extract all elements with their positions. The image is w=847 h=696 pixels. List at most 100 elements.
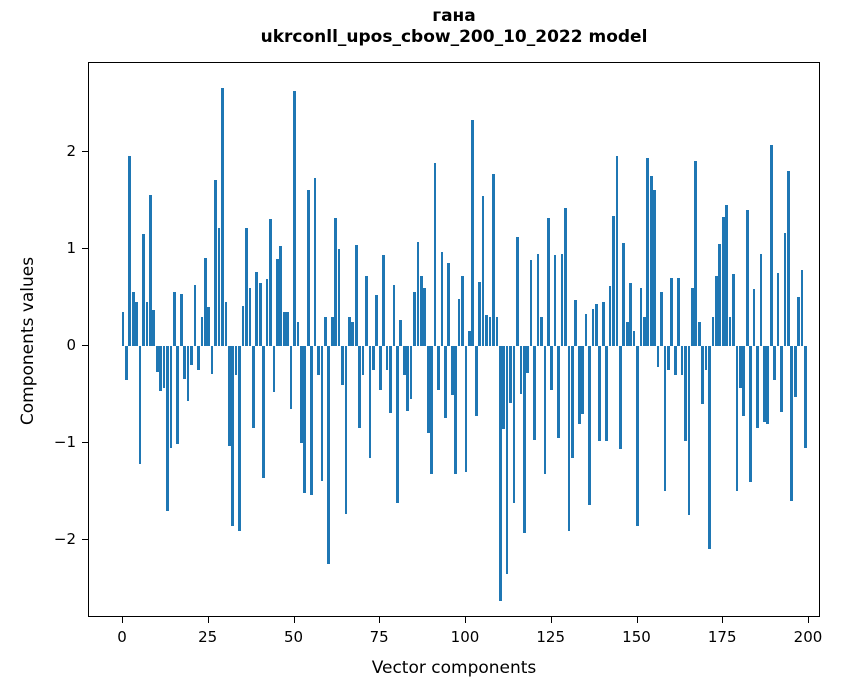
bar	[375, 295, 379, 346]
chart-title: гана ukrconll_upos_cbow_200_10_2022 mode…	[88, 6, 820, 49]
bar	[526, 345, 530, 374]
bar	[344, 345, 348, 514]
bar	[409, 345, 413, 400]
bar	[694, 161, 698, 346]
bar	[488, 316, 492, 346]
bar	[173, 292, 176, 346]
x-tick-label: 125	[536, 628, 566, 646]
bar	[457, 299, 461, 346]
bar	[564, 207, 567, 346]
bar	[718, 243, 722, 346]
bar	[190, 345, 193, 366]
bar	[454, 345, 458, 475]
bar	[145, 302, 149, 346]
bar	[361, 345, 365, 375]
bar	[440, 251, 444, 346]
bar	[769, 144, 773, 346]
bar	[735, 345, 739, 491]
bar	[509, 345, 512, 404]
y-tick-mark	[82, 344, 88, 346]
bar	[468, 331, 471, 346]
bar	[365, 275, 368, 346]
bar	[725, 204, 728, 346]
bar	[227, 345, 231, 446]
bar	[142, 234, 145, 346]
bar	[601, 302, 605, 346]
bar	[303, 345, 307, 493]
bar	[231, 345, 235, 526]
bar	[632, 331, 636, 346]
bar	[138, 345, 142, 465]
bar	[591, 308, 595, 346]
bar	[210, 345, 214, 375]
bar	[550, 345, 554, 390]
bar	[258, 282, 262, 346]
bar	[272, 345, 276, 393]
chart-title-word: гана	[432, 6, 476, 26]
bar	[643, 316, 646, 346]
x-tick-mark	[122, 617, 123, 623]
bar	[265, 278, 269, 346]
bar	[337, 248, 341, 346]
bar	[289, 345, 293, 410]
bar	[392, 284, 396, 346]
bar	[691, 287, 694, 346]
bar	[385, 345, 389, 371]
y-tick-label: 2	[66, 141, 76, 160]
bar	[656, 345, 660, 368]
plot-area	[88, 62, 820, 617]
bar	[687, 345, 691, 515]
bar	[155, 345, 159, 373]
bar	[560, 254, 564, 346]
bar	[536, 253, 540, 346]
bar	[660, 292, 663, 346]
bar	[125, 345, 128, 380]
bar	[152, 309, 156, 346]
y-tick-label: −1	[53, 433, 76, 451]
bar	[330, 316, 334, 346]
bar	[197, 345, 200, 371]
bar	[433, 163, 437, 346]
bar	[745, 209, 749, 346]
bar	[594, 304, 598, 346]
bar	[622, 242, 626, 346]
x-tick-label: 150	[622, 628, 651, 646]
x-tick-label: 100	[450, 628, 480, 646]
x-tick-label: 75	[369, 628, 389, 646]
x-tick-mark	[293, 617, 295, 623]
bar	[296, 321, 300, 346]
y-tick-label: −2	[53, 530, 76, 549]
bar	[618, 345, 622, 449]
bar	[519, 345, 523, 395]
bar	[498, 345, 502, 601]
bar	[341, 345, 344, 385]
bar	[293, 91, 296, 346]
bar	[317, 345, 320, 375]
bar	[783, 233, 787, 346]
bar	[310, 345, 313, 495]
bar	[406, 345, 409, 411]
bar	[684, 345, 687, 442]
bar	[492, 173, 495, 346]
bar	[639, 287, 643, 346]
bar	[790, 345, 794, 502]
bar	[159, 345, 163, 391]
x-tick-mark	[808, 617, 809, 623]
bar	[608, 285, 612, 346]
bar	[389, 345, 392, 413]
bar	[245, 228, 248, 346]
bar	[464, 345, 468, 473]
bar	[354, 244, 358, 346]
bar	[382, 255, 385, 346]
bar	[697, 321, 701, 346]
bar	[169, 345, 173, 448]
bar	[485, 314, 488, 346]
bar	[512, 345, 516, 504]
bar	[533, 345, 536, 441]
bar	[437, 345, 440, 390]
bar	[162, 345, 166, 388]
y-tick-mark	[82, 442, 88, 443]
bar	[505, 345, 509, 575]
bar	[605, 345, 608, 442]
